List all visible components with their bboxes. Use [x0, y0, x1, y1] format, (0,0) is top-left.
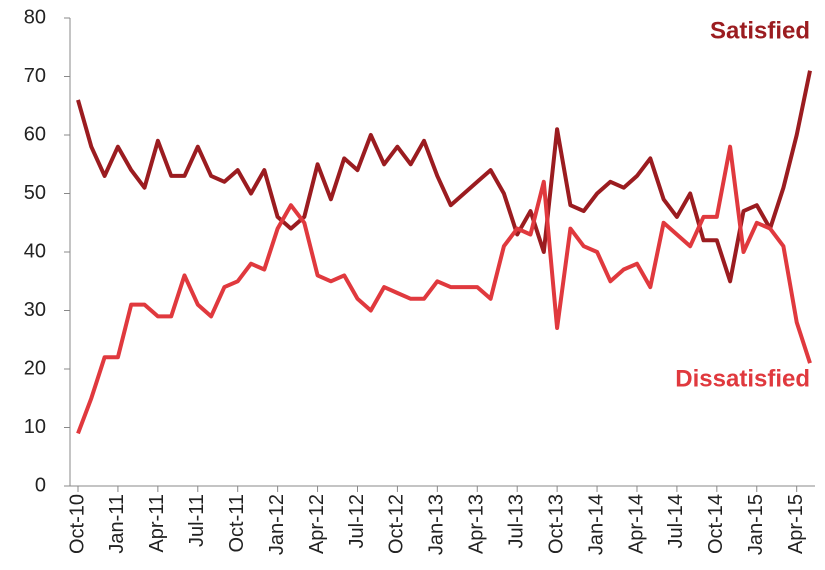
x-tick-label: Apr-12	[306, 494, 328, 554]
x-tick-label: Jul-12	[346, 494, 368, 548]
series-label: Satisfied	[710, 17, 810, 44]
x-tick-label: Jul-13	[505, 494, 527, 548]
y-tick-label: 10	[24, 416, 46, 438]
x-tick-label: Jan-14	[585, 494, 607, 555]
x-tick-label: Jul-11	[186, 494, 208, 547]
y-tick-label: 70	[24, 65, 46, 87]
x-tick-label: Apr-15	[785, 494, 807, 554]
x-tick-label: Apr-14	[625, 494, 647, 554]
x-tick-label: Oct-12	[386, 494, 408, 554]
x-tick-label: Jan-11	[106, 494, 128, 554]
x-tick-label: Apr-13	[466, 494, 488, 554]
y-tick-label: 50	[24, 182, 46, 204]
y-tick-label: 80	[24, 6, 46, 28]
x-tick-label: Jan-15	[745, 494, 767, 555]
x-tick-label: Oct-13	[545, 494, 567, 554]
x-tick-label: Jan-13	[426, 494, 448, 555]
y-tick-label: 60	[24, 123, 46, 145]
series-label: Dissatisfied	[675, 365, 810, 392]
series-line	[76, 70, 812, 284]
x-tick-label: Oct-10	[66, 494, 88, 554]
y-tick-label: 20	[24, 357, 46, 379]
x-tick-label: Jan-12	[266, 494, 288, 555]
y-tick-label: 40	[24, 240, 46, 262]
series-line	[76, 144, 812, 435]
x-tick-label: Apr-11	[146, 494, 168, 553]
x-tick-label: Jul-14	[665, 494, 687, 548]
y-tick-label: 30	[24, 299, 46, 321]
x-tick-label: Oct-14	[705, 494, 727, 554]
y-tick-label: 0	[35, 474, 46, 496]
x-tick-label: Oct-11	[226, 494, 248, 553]
